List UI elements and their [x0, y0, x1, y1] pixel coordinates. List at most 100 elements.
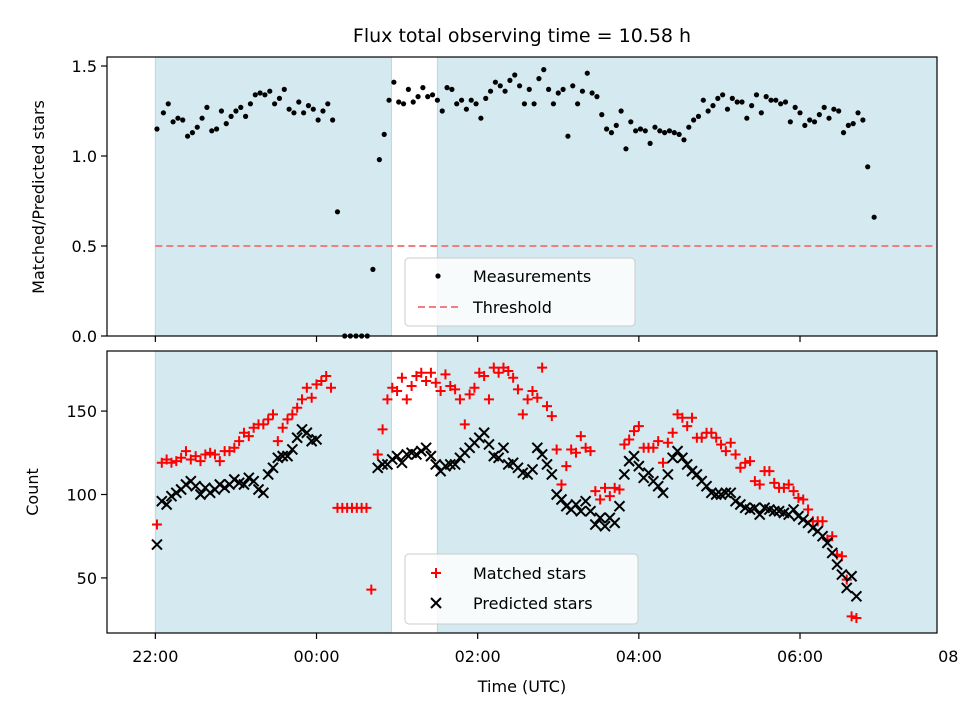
- matched-point: [624, 434, 635, 445]
- matched-point: [793, 492, 804, 503]
- predicted-point: [749, 502, 761, 514]
- top-x-ticks: [154, 336, 801, 342]
- matched-point: [151, 519, 162, 530]
- predicted-point: [415, 445, 427, 457]
- matched-point: [406, 381, 417, 392]
- predicted-point: [671, 445, 684, 457]
- measurement-point: [415, 94, 421, 100]
- measurement-point: [628, 119, 634, 125]
- measurement-point: [686, 124, 692, 130]
- predicted-point: [657, 487, 669, 499]
- matched-point: [282, 414, 293, 425]
- predicted-point: [396, 457, 408, 469]
- measurement-point: [194, 124, 200, 130]
- measurement-point: [710, 103, 716, 109]
- matched-point: [440, 369, 451, 380]
- predicted-point: [633, 460, 645, 472]
- matched-point: [459, 419, 470, 430]
- y-tick-label: 100: [66, 486, 97, 505]
- measurement-point: [855, 110, 861, 116]
- measurement-point: [473, 101, 479, 107]
- matched-point: [180, 446, 191, 457]
- predicted-point: [710, 488, 722, 501]
- predicted-point: [165, 490, 178, 502]
- measurement-point: [483, 95, 489, 101]
- predicted-point: [228, 473, 241, 486]
- measurement-point: [782, 99, 789, 105]
- matched-point: [425, 367, 436, 378]
- matched-point: [803, 504, 814, 515]
- predicted-point: [160, 498, 173, 511]
- bottom-matched-points: [151, 362, 862, 623]
- measurement-point: [836, 108, 842, 114]
- matched-point: [633, 421, 644, 432]
- top-measurement-points: [154, 67, 877, 339]
- matched-point: [764, 466, 775, 477]
- predicted-point: [483, 438, 495, 451]
- measurement-point: [233, 108, 239, 114]
- measurement-point: [434, 97, 440, 103]
- measurement-point: [516, 83, 523, 89]
- matched-point: [401, 394, 412, 405]
- measurement-point: [267, 88, 273, 94]
- predicted-point: [546, 468, 558, 481]
- matched-point: [205, 447, 216, 458]
- measurement-point: [180, 117, 186, 123]
- matched-point: [527, 386, 538, 397]
- predicted-point: [281, 450, 294, 462]
- matched-point: [754, 479, 765, 490]
- y-tick-label: 50: [77, 569, 97, 588]
- measurement-point: [676, 131, 682, 137]
- matched-point: [658, 457, 669, 468]
- measurement-point: [749, 103, 755, 109]
- matched-point: [287, 409, 298, 420]
- top-plot-frame: [106, 56, 938, 337]
- measurement-point: [320, 108, 326, 114]
- matched-point: [629, 426, 640, 437]
- y-tick-label: 1.5: [72, 57, 97, 76]
- measurement-point: [797, 110, 803, 116]
- measurement-point: [405, 86, 411, 92]
- predicted-point: [391, 450, 403, 462]
- matched-point: [575, 431, 586, 442]
- predicted-point: [807, 522, 819, 534]
- predicted-point: [575, 505, 587, 517]
- measurement-point: [315, 117, 321, 123]
- x-tick-label: 02:00: [455, 647, 501, 666]
- predicted-point: [850, 590, 863, 602]
- measurement-point: [763, 94, 769, 100]
- measurement-point: [831, 106, 837, 112]
- predicted-point: [691, 468, 703, 481]
- measurement-point: [681, 137, 687, 143]
- measurement-point: [555, 90, 561, 96]
- measurement-point: [502, 88, 508, 94]
- measurement-point: [272, 101, 278, 107]
- measurement-point: [262, 92, 268, 98]
- matched-point: [600, 482, 610, 493]
- top-y-ticks: 0.0 0.5 1.0 1.5: [72, 57, 107, 346]
- measurement-point: [420, 85, 426, 91]
- matched-point: [846, 611, 857, 622]
- measurement-point: [729, 95, 735, 101]
- matched-point: [609, 482, 620, 493]
- matched-point: [306, 392, 317, 403]
- matched-point: [488, 362, 499, 373]
- measurement-point: [695, 113, 702, 119]
- measurement-point: [257, 90, 263, 96]
- matched-point: [483, 394, 494, 405]
- predicted-point: [579, 495, 592, 507]
- measurement-point: [492, 79, 499, 85]
- measurement-point: [840, 130, 847, 136]
- top-legend-measurements-marker: [435, 273, 441, 279]
- measurement-point: [458, 97, 465, 103]
- measurement-point: [545, 86, 552, 92]
- predicted-point: [599, 520, 611, 532]
- measurement-point: [865, 164, 871, 170]
- matched-point: [648, 442, 659, 453]
- bottom-plot-frame: [106, 350, 938, 634]
- bottom-legend-predicted-marker: [430, 597, 442, 609]
- predicted-point: [252, 483, 265, 496]
- matched-point: [229, 442, 240, 453]
- matched-point: [677, 412, 688, 423]
